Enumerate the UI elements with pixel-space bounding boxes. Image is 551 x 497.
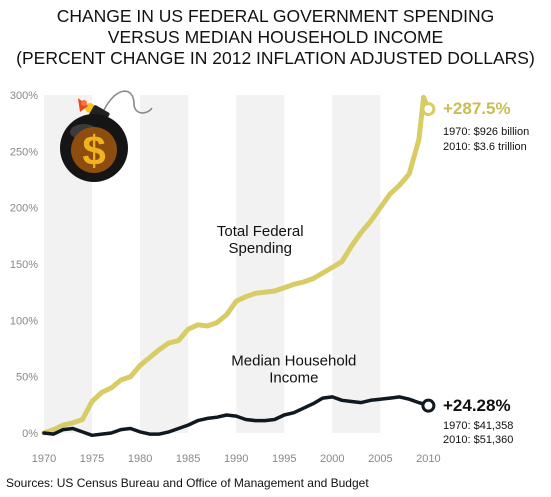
bomb-dollar-icon: $ <box>60 90 153 182</box>
x-tick-label: 1995 <box>272 453 296 465</box>
title-line-1: CHANGE IN US FEDERAL GOVERNMENT SPENDING <box>56 6 495 26</box>
line-chart: 0%50%100%150%200%250%300% 1970 1975 1980 19… <box>10 90 529 465</box>
background-bands <box>44 95 381 433</box>
x-tick-label: 1990 <box>224 453 248 465</box>
y-axis-labels: 0% 50% 100% 150% 200% 250% 300% <box>10 90 38 440</box>
y-tick-label: 50% <box>16 372 38 384</box>
svg-text:$: $ <box>82 127 105 174</box>
spending-line <box>41 94 431 436</box>
title-line-2: VERSUS MEDIAN HOUSEHOLD INCOME <box>107 27 444 47</box>
x-tick-label: 2005 <box>368 453 392 465</box>
income-note: 2010: $51,360 <box>443 434 513 446</box>
background-band <box>140 95 189 433</box>
income-end-marker <box>421 398 436 413</box>
series-lines <box>41 94 436 438</box>
income-change-label: +24.28% <box>443 396 511 415</box>
x-tick-label: 1980 <box>128 453 152 465</box>
y-tick-label: 250% <box>10 146 38 158</box>
x-tick-label: 1970 <box>32 453 56 465</box>
y-tick-label: 200% <box>10 203 38 215</box>
spending-change-label: +287.5% <box>443 99 511 118</box>
spending-series-label: Total Federal <box>217 223 304 240</box>
chart-title: CHANGE IN US FEDERAL GOVERNMENT SPENDING… <box>0 6 551 69</box>
source-note: Sources: US Census Bureau and Office of … <box>6 476 369 490</box>
x-tick-label: 2010 <box>416 453 440 465</box>
income-series-label: Income <box>269 369 318 386</box>
income-line <box>42 395 431 438</box>
x-axis-labels: 1970 1975 1980 1985 1990 1995 2000 2005 2010 <box>32 453 441 465</box>
spending-note: 2010: $3.6 trillion <box>443 141 527 153</box>
income-series-label: Median Household <box>231 352 356 369</box>
y-tick-label: 300% <box>10 90 38 102</box>
spending-end-marker <box>421 102 436 117</box>
spending-note: 1970: $926 billion <box>443 126 529 138</box>
x-tick-label: 1975 <box>80 453 104 465</box>
y-tick-label: 150% <box>10 259 38 271</box>
y-tick-label: 0% <box>22 428 38 440</box>
background-band <box>236 95 285 433</box>
spending-series-label: Spending <box>229 240 292 257</box>
x-tick-label: 2000 <box>320 453 344 465</box>
title-line-3: (PERCENT CHANGE IN 2012 INFLATION ADJUST… <box>16 48 535 68</box>
x-tick-label: 1985 <box>176 453 200 465</box>
income-note: 1970: $41,358 <box>443 420 513 432</box>
y-tick-label: 100% <box>10 315 38 327</box>
